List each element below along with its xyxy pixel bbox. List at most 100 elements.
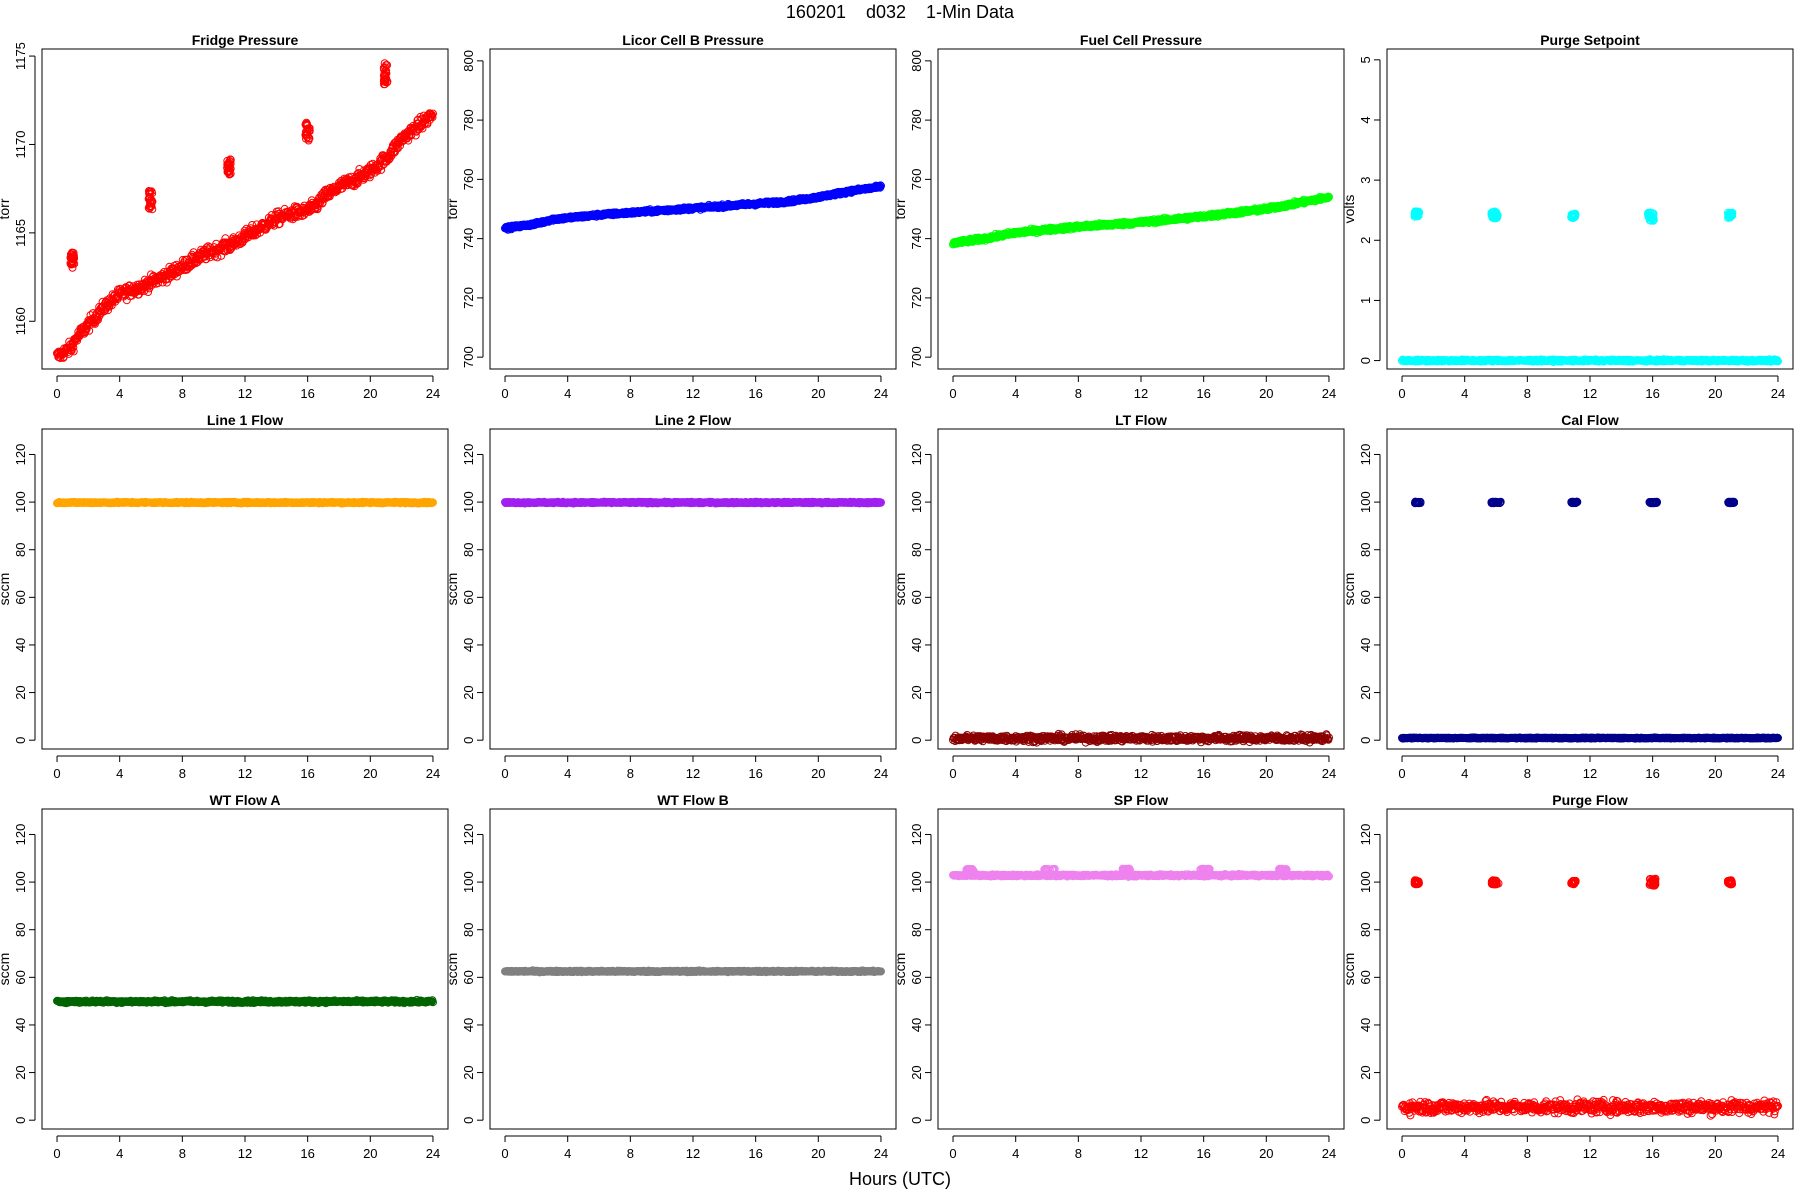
x-tick-label: 12 — [1583, 386, 1597, 401]
y-tick-label: 780 — [461, 109, 476, 131]
x-tick-label: 0 — [53, 386, 60, 401]
plot-frame — [489, 428, 897, 750]
data-point — [302, 121, 311, 130]
y-tick-label: 60 — [13, 590, 28, 604]
y-axis-label: torr — [0, 198, 12, 219]
panel-title: Fridge Pressure — [192, 32, 299, 48]
data-point — [302, 134, 310, 143]
x-tick-label: 24 — [426, 766, 440, 781]
y-tick-label: 100 — [13, 491, 28, 513]
y-axis-label: torr — [892, 198, 908, 219]
data-point — [380, 73, 389, 82]
x-tick-label: 16 — [300, 386, 314, 401]
y-tick-label: 120 — [461, 444, 476, 466]
data-point — [104, 306, 112, 315]
data-point — [145, 190, 154, 198]
data-point — [423, 119, 432, 128]
y-tick-label: 740 — [909, 228, 924, 250]
x-tick-label: 8 — [179, 386, 186, 401]
y-axis-label: volts — [1341, 195, 1357, 224]
y-tick-label: 5 — [1358, 56, 1373, 63]
data-points — [53, 59, 437, 363]
y-tick-label: 1170 — [13, 130, 28, 158]
y-tick-label: 740 — [461, 228, 476, 250]
x-tick-label: 20 — [1259, 386, 1273, 401]
y-tick-label: 700 — [461, 346, 476, 368]
data-point — [429, 109, 437, 118]
x-tick-label: 12 — [238, 766, 252, 781]
x-tick-label: 4 — [116, 766, 123, 781]
x-tick-label: 12 — [1134, 386, 1148, 401]
x-tick-label: 8 — [627, 386, 634, 401]
y-axis-label: sccm — [444, 573, 460, 606]
data-point — [68, 260, 77, 269]
y-tick-label: 760 — [909, 169, 924, 191]
data-point — [145, 202, 154, 211]
x-axis: 0 4 8 12 16 20 24 — [949, 375, 1336, 401]
x-tick-label: 0 — [501, 386, 508, 401]
data-points — [501, 497, 885, 508]
data-points — [949, 192, 1333, 249]
y-tick-label: 800 — [461, 50, 476, 72]
data-point — [380, 59, 389, 68]
x-tick-label: 4 — [1461, 386, 1468, 401]
y-tick-label: 0 — [1358, 357, 1373, 364]
data-point — [85, 326, 94, 335]
x-tick-label: 0 — [949, 386, 956, 401]
data-point — [146, 198, 154, 207]
x-tick-label: 8 — [179, 766, 186, 781]
x-tick-label: 0 — [1398, 386, 1405, 401]
y-tick-label: 40 — [13, 638, 28, 652]
x-tick-label: 0 — [501, 766, 508, 781]
data-point — [380, 75, 389, 84]
y-tick-label: 2 — [1358, 237, 1373, 244]
data-point — [145, 187, 153, 195]
data-point — [69, 248, 78, 257]
y-axis-label: sccm — [0, 573, 12, 606]
data-point — [313, 204, 322, 213]
data-point — [225, 170, 234, 179]
x-tick-label: 16 — [748, 766, 762, 781]
y-tick-label: 800 — [909, 50, 924, 72]
data-point — [380, 70, 389, 79]
data-point — [69, 347, 78, 356]
data-point — [223, 160, 232, 169]
x-tick-label: 4 — [1012, 386, 1019, 401]
x-tick-label: 8 — [627, 766, 634, 781]
x-tick-label: 12 — [686, 386, 700, 401]
data-point — [302, 118, 311, 127]
x-tick-label: 16 — [748, 386, 762, 401]
y-tick-label: 120 — [13, 444, 28, 466]
x-tick-label: 20 — [1708, 386, 1722, 401]
panel-title: Purge Setpoint — [1540, 32, 1640, 48]
y-tick-label: 80 — [13, 542, 28, 556]
data-point — [69, 343, 78, 352]
x-axis: 0 4 8 12 16 20 24 — [53, 755, 440, 781]
y-tick-label: 20 — [461, 685, 476, 699]
plot-frame — [489, 48, 897, 370]
y-tick-label: 40 — [461, 638, 476, 652]
y-tick-label: 700 — [909, 346, 924, 368]
x-tick-label: 16 — [1645, 386, 1659, 401]
data-point — [226, 160, 235, 169]
y-tick-label: 4 — [1358, 116, 1373, 123]
panel-title: Licor Cell B Pressure — [622, 32, 764, 48]
data-points — [1398, 207, 1782, 366]
data-point — [144, 288, 153, 296]
x-tick-label: 4 — [564, 766, 571, 781]
data-points — [53, 497, 437, 508]
x-tick-label: 4 — [564, 386, 571, 401]
x-tick-label: 8 — [1524, 386, 1531, 401]
y-tick-label: 1165 — [13, 219, 28, 247]
data-point — [70, 254, 78, 263]
x-tick-label: 16 — [300, 766, 314, 781]
